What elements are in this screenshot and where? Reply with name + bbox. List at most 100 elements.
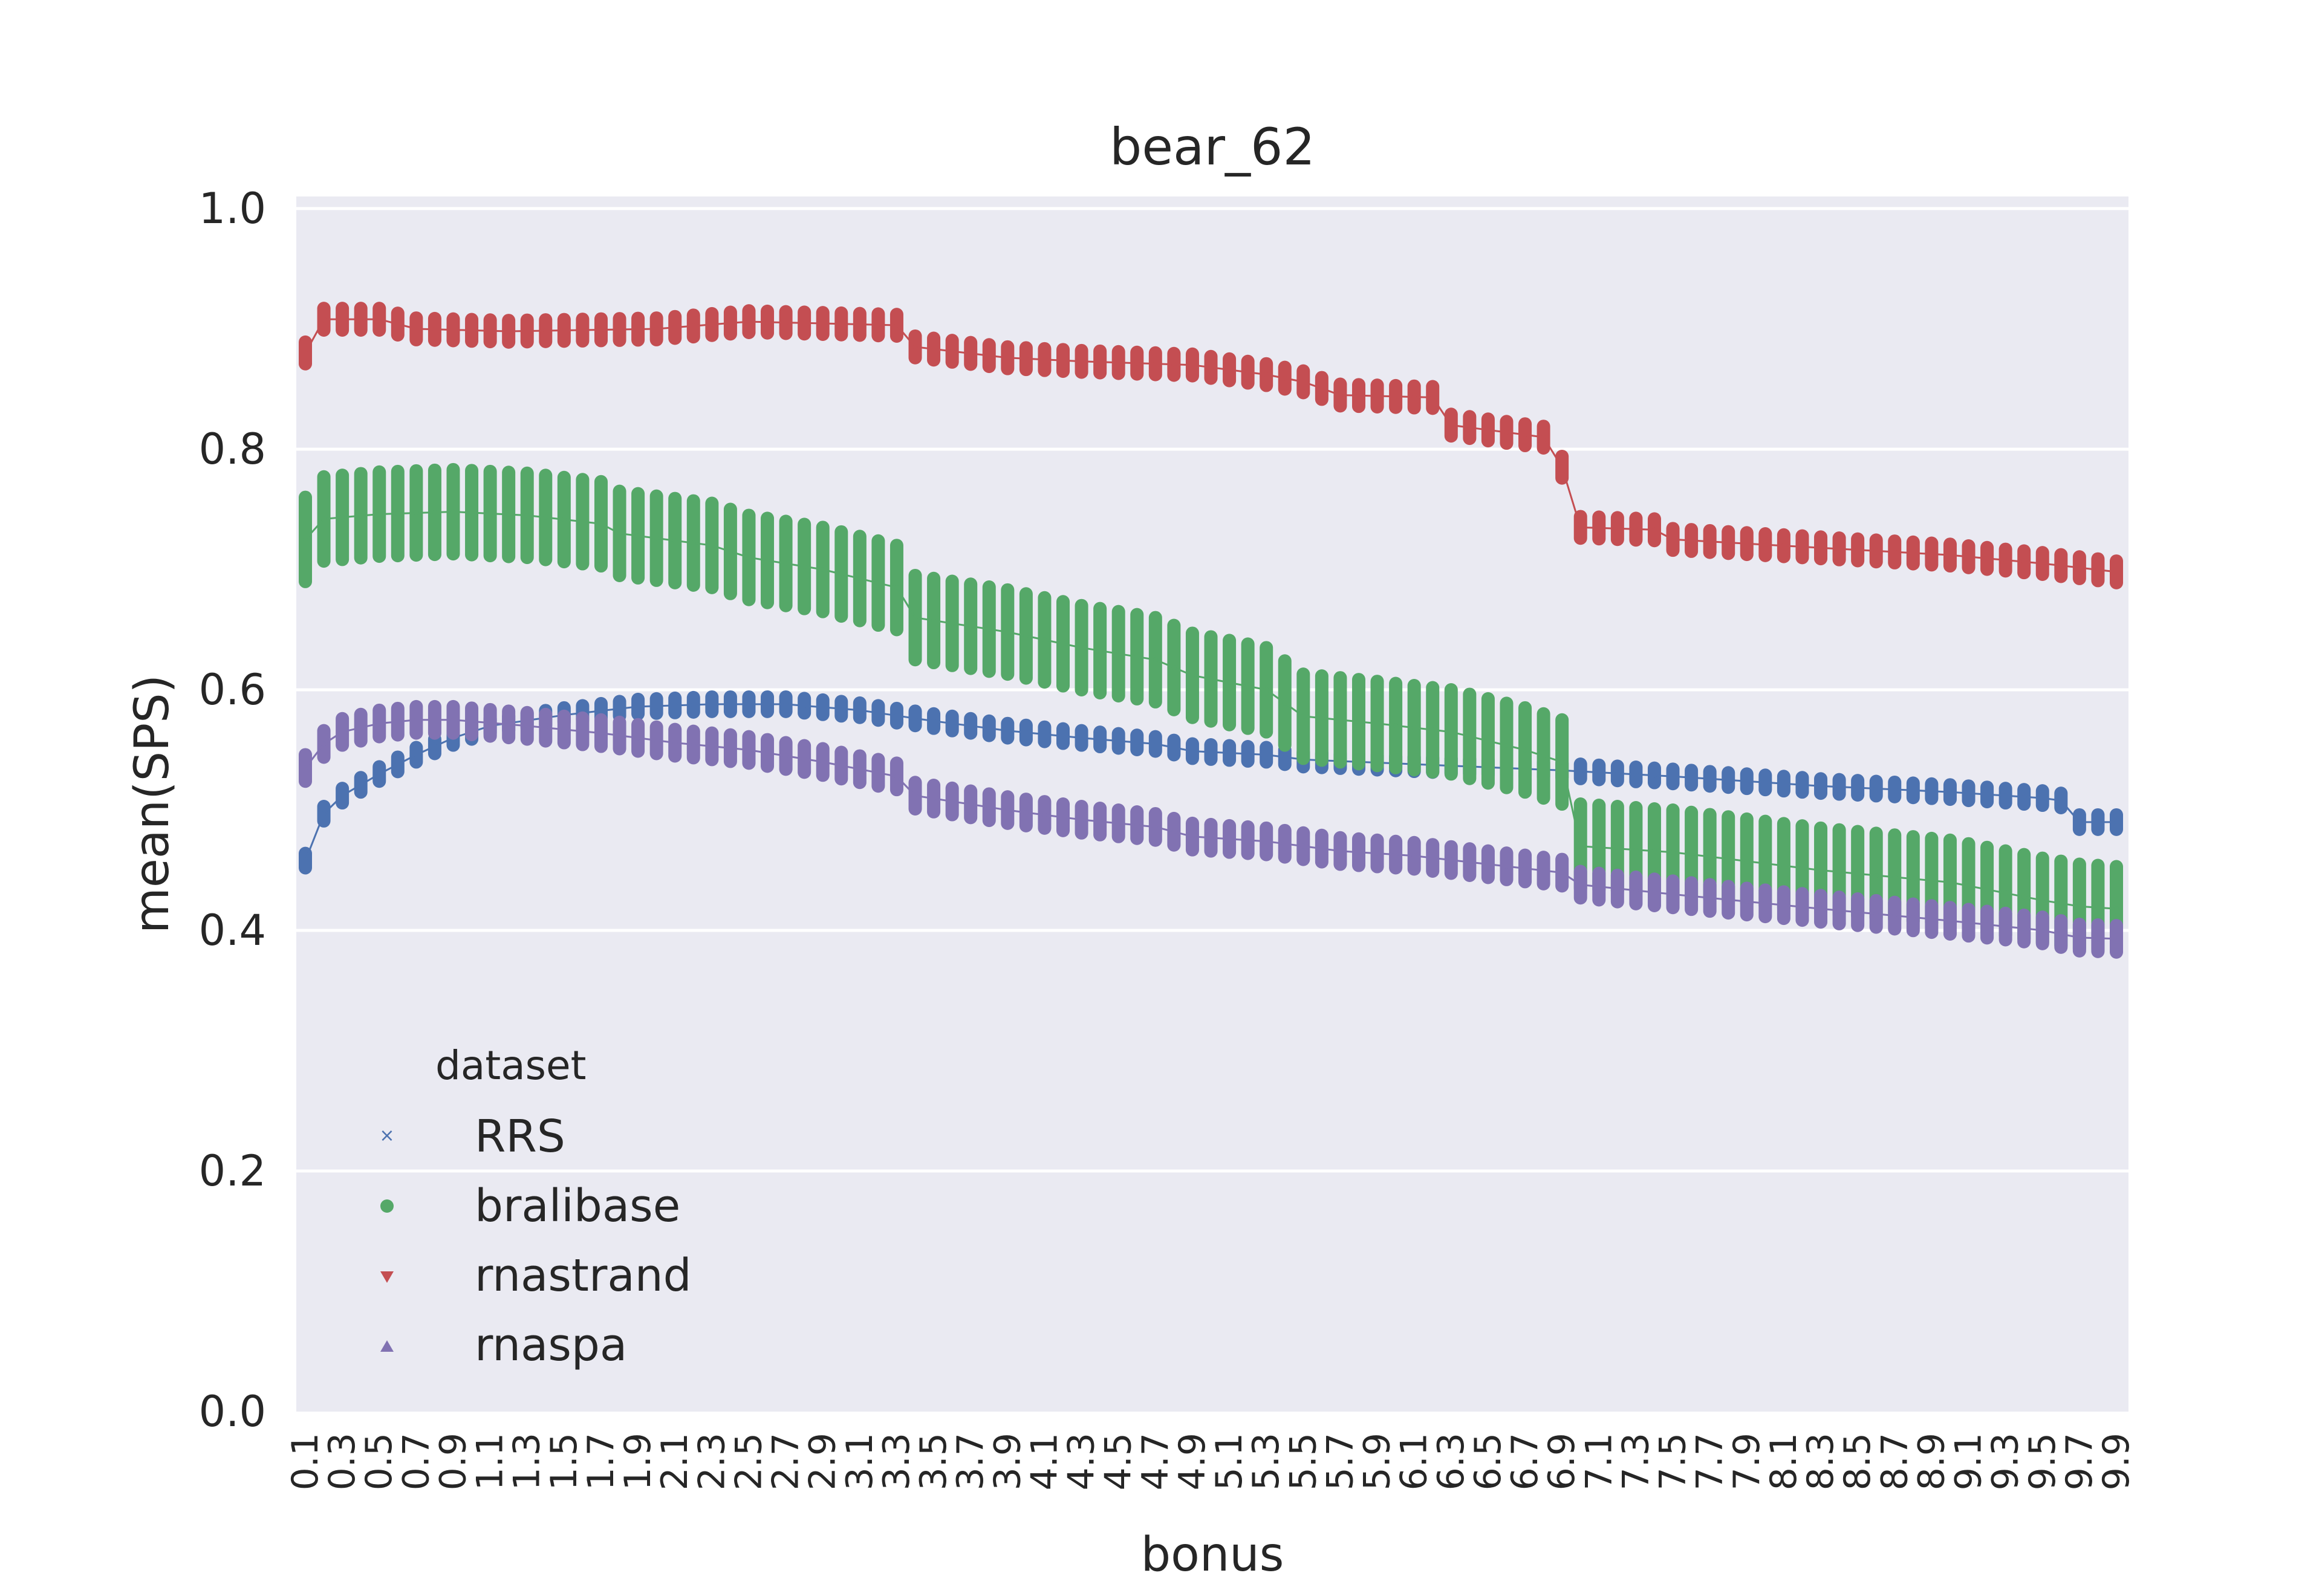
data-point: [986, 805, 992, 810]
data-point: [1374, 721, 1380, 726]
x-tick-label: 3.1: [839, 1433, 881, 1490]
data-point: [727, 701, 733, 707]
data-point: [968, 802, 974, 807]
data-point: [802, 564, 807, 569]
data-point: [1208, 835, 1214, 840]
data-point: [1374, 851, 1380, 856]
data-point: [1338, 848, 1343, 854]
data-point: [2058, 798, 2064, 803]
x-tick-label: 2.7: [765, 1433, 807, 1490]
data-point: [931, 618, 937, 623]
x-tick-label: 3.3: [876, 1433, 918, 1490]
data-point: [340, 514, 345, 520]
data-point: [1910, 915, 1916, 920]
data-point: [2076, 904, 2082, 909]
data-point: [1744, 541, 1749, 547]
data-point: [949, 721, 955, 726]
data-point: [783, 753, 789, 759]
data-point: [1670, 774, 1676, 779]
data-point: [1282, 841, 1287, 846]
data-point: [654, 536, 659, 541]
data-point: [1282, 700, 1287, 706]
data-point: [1356, 719, 1361, 724]
data-point: [1892, 787, 1898, 792]
data-point: [1985, 887, 1990, 892]
data-point: [1504, 430, 1509, 435]
data-point: [783, 701, 789, 707]
data-point: [949, 799, 955, 804]
data-point: [876, 322, 881, 328]
data-point: [1947, 918, 1953, 924]
data-point: [654, 326, 659, 331]
data-point: [2058, 563, 2064, 568]
data-point: [1985, 556, 1990, 561]
legend-marker-circle-icon: [380, 1199, 394, 1213]
x-tick-label: 9.9: [2095, 1433, 2138, 1490]
data-point: [2003, 793, 2008, 799]
data-point: [672, 538, 678, 543]
data-point: [727, 320, 733, 326]
data-point: [414, 717, 419, 722]
legend-marker-triangle-down-icon: [380, 1271, 394, 1283]
data-point: [598, 327, 603, 332]
data-point: [1947, 553, 1953, 558]
x-tick-label: 6.9: [1541, 1433, 1583, 1490]
data-point: [1596, 770, 1602, 775]
data-point: [543, 725, 548, 730]
y-tick-label: 0.0: [199, 1387, 266, 1436]
data-point: [543, 328, 548, 333]
data-point: [1098, 737, 1103, 742]
x-tick-label: 1.7: [580, 1433, 622, 1490]
data-point: [414, 326, 419, 331]
data-point: [1929, 916, 1934, 922]
x-tick-label: 7.7: [1689, 1433, 1731, 1490]
data-point: [1818, 868, 1824, 873]
data-point: [1098, 648, 1103, 654]
x-tick-label: 1.1: [469, 1433, 512, 1490]
data-point: [1651, 527, 1657, 533]
data-point: [1005, 629, 1010, 635]
data-point: [1541, 868, 1546, 873]
y-tick-label: 0.6: [199, 665, 266, 715]
data-point: [2058, 901, 2064, 906]
legend-title: dataset: [435, 1042, 587, 1089]
data-point: [2040, 561, 2045, 566]
data-point: [1985, 922, 1990, 927]
data-point: [2114, 819, 2119, 825]
data-point: [1929, 551, 1934, 557]
data-point: [1282, 375, 1287, 381]
data-point: [894, 585, 899, 590]
data-point: [1245, 751, 1250, 756]
data-point: [765, 750, 770, 756]
data-point: [414, 510, 419, 516]
data-point: [636, 533, 641, 539]
data-point: [2114, 936, 2119, 941]
data-point: [1633, 887, 1639, 893]
data-point: [395, 322, 400, 327]
x-tick-labels: 0.10.30.50.70.91.11.31.51.71.92.12.32.52…: [284, 1433, 2138, 1490]
data-point: [1910, 876, 1916, 881]
data-point: [1596, 845, 1602, 850]
x-tick-label: 2.3: [691, 1433, 733, 1490]
data-point: [894, 774, 899, 779]
x-tick-label: 3.5: [912, 1433, 955, 1490]
data-point: [857, 767, 862, 772]
data-point: [1282, 754, 1287, 760]
data-point: [839, 571, 844, 577]
data-point: [2114, 569, 2119, 574]
data-point: [432, 326, 437, 332]
data-point: [1338, 392, 1343, 398]
data-point: [1966, 791, 1971, 796]
data-point: [377, 511, 382, 517]
data-point: [340, 317, 345, 322]
data-point: [450, 717, 456, 722]
data-point: [1264, 687, 1269, 692]
data-point: [1689, 775, 1694, 780]
data-point: [1171, 745, 1177, 750]
data-point: [1633, 527, 1639, 532]
data-point: [931, 796, 937, 801]
data-point: [636, 735, 641, 741]
data-point: [1855, 871, 1861, 877]
data-point: [876, 710, 881, 716]
data-point: [986, 626, 992, 632]
